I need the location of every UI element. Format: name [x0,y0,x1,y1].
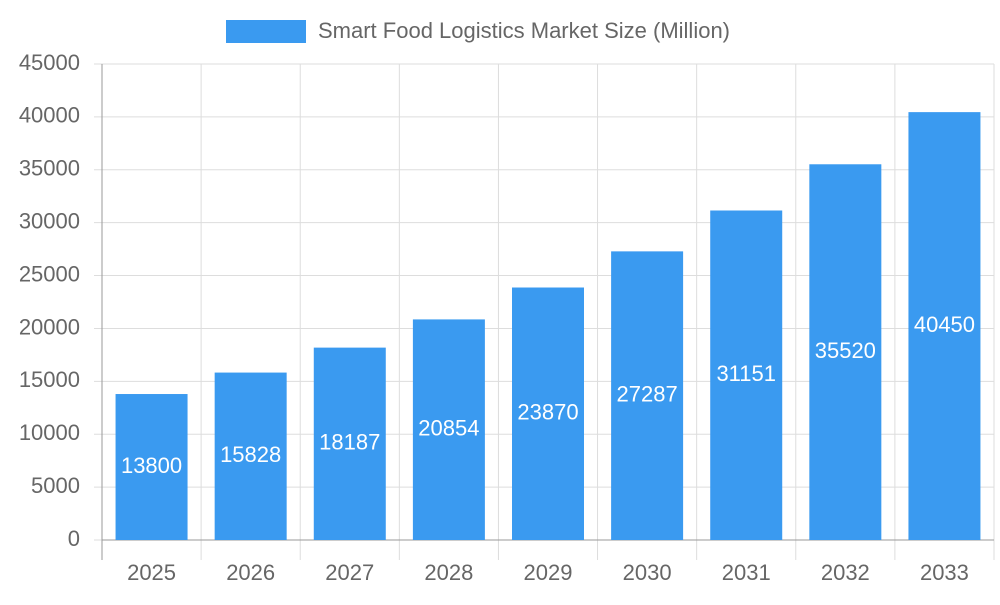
y-tick-label: 25000 [19,261,80,286]
y-tick-label: 20000 [19,314,80,339]
bar [710,210,783,540]
y-tick-label: 40000 [19,103,80,128]
x-tick-label: 2031 [722,560,771,585]
bar [115,394,188,540]
legend-swatch[interactable] [226,20,306,43]
bar [313,347,386,540]
x-tick-label: 2030 [623,560,672,585]
bar [512,287,584,540]
value-label: 20854 [418,416,479,441]
value-label: 18187 [319,430,380,455]
x-tick-label: 2028 [424,560,473,585]
y-tick-label: 15000 [19,367,80,392]
x-tick-label: 2027 [325,560,374,585]
value-label: 15828 [220,442,281,467]
bar [611,251,684,540]
value-label: 13800 [121,453,182,478]
x-tick-label: 2032 [821,560,870,585]
value-label: 23870 [517,400,578,425]
x-tick-label: 2029 [524,560,573,585]
bar [214,372,287,540]
value-label: 40450 [914,312,975,337]
x-tick-label: 2025 [127,560,176,585]
y-tick-label: 0 [68,526,80,551]
bar [412,319,485,540]
y-tick-label: 30000 [19,208,80,233]
bar [809,164,882,540]
value-label: 27287 [617,381,678,406]
legend-label[interactable]: Smart Food Logistics Market Size (Millio… [318,18,730,43]
value-label: 35520 [815,338,876,363]
y-tick-label: 5000 [31,473,80,498]
y-tick-label: 10000 [19,420,80,445]
y-tick-label: 45000 [19,50,80,75]
x-tick-label: 2033 [920,560,969,585]
y-tick-label: 35000 [19,156,80,181]
value-label: 31151 [716,361,776,386]
x-tick-label: 2026 [226,560,275,585]
bar [908,112,981,540]
